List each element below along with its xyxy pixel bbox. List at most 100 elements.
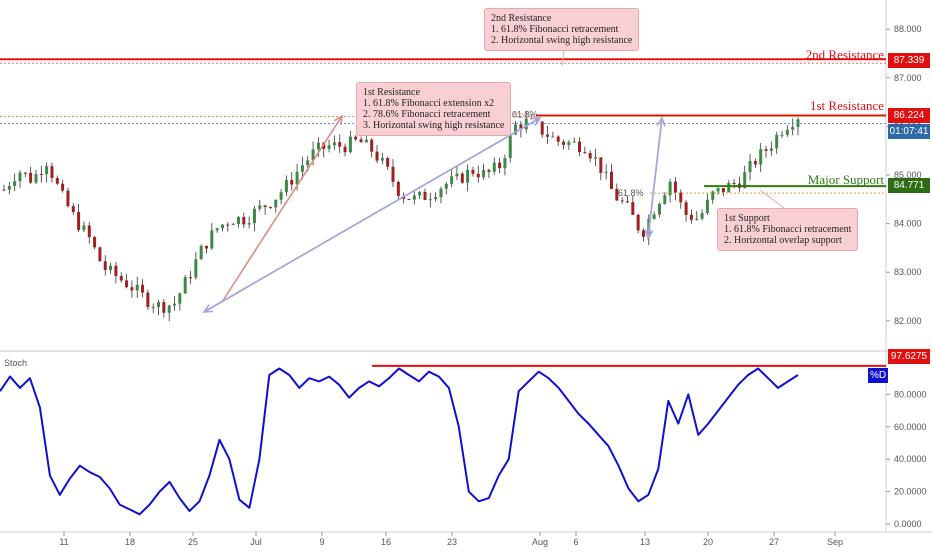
candle-body: [45, 166, 49, 175]
candle-body: [338, 142, 342, 147]
candle-body: [551, 136, 555, 138]
candle-body: [268, 207, 272, 209]
time-axis-tick-label: 25: [188, 537, 198, 547]
stoch-axis-tick-label: 60.0000: [894, 422, 927, 432]
candle-body: [247, 223, 251, 225]
candle-body: [732, 183, 736, 185]
candle-body: [311, 149, 315, 161]
candle-body: [173, 303, 177, 306]
candle-body: [652, 214, 656, 219]
candle-body: [109, 265, 113, 271]
callout-line: 1. 61.8% Fibonacci retracement: [491, 24, 619, 35]
candle-body: [641, 230, 645, 237]
candle-body: [508, 134, 512, 158]
first-support-callout: 1st Support 1. 61.8% Fibonacci retraceme…: [717, 208, 859, 251]
candle-body: [599, 157, 603, 173]
trend-arrow-head: [202, 304, 214, 313]
time-axis-tick-label: Sep: [827, 537, 843, 547]
candle-body: [466, 169, 470, 183]
major-support-label: Major Support: [807, 172, 884, 187]
candle-body: [61, 183, 65, 191]
candle-body: [476, 173, 480, 178]
candle-body: [785, 129, 789, 135]
trend-arrow: [647, 117, 663, 239]
candle-body: [13, 181, 17, 187]
stoch-axis-tick-label: 40.0000: [894, 454, 927, 464]
candle-body: [189, 277, 193, 279]
callout-line: 3. Horizontal swing high resistance: [363, 120, 505, 131]
candle-body: [77, 211, 81, 230]
candle-body: [503, 157, 507, 169]
candle-body: [359, 139, 363, 143]
candle-body: [34, 174, 38, 183]
candle-body: [775, 134, 779, 149]
stoch-d-line: [0, 367, 799, 516]
candle-body: [556, 136, 560, 142]
candle-body: [604, 171, 608, 173]
time-axis-tick-label: 27: [769, 537, 779, 547]
candle-body: [178, 293, 182, 304]
second-resistance-label: 2nd Resistance: [805, 47, 884, 62]
candle-body: [695, 218, 699, 220]
candle-body: [407, 198, 411, 200]
first-resistance-label: 1st Resistance: [809, 98, 884, 113]
candle-body: [716, 188, 720, 192]
first-resistance-price-tag: 86.224: [888, 108, 930, 123]
candle-body: [386, 158, 390, 167]
candle-body: [482, 169, 486, 178]
candle-body: [252, 208, 256, 224]
candle-body: [23, 172, 27, 174]
candle-body: [274, 199, 278, 208]
candle-body: [71, 206, 75, 212]
candle-body: [87, 225, 91, 238]
candle-body: [684, 202, 688, 215]
candle-body: [103, 261, 107, 271]
candle-body: [450, 176, 454, 184]
candle-body: [418, 191, 422, 196]
candle-body: [141, 284, 145, 293]
candle-body: [743, 172, 747, 188]
candle-body: [657, 203, 661, 215]
candle-body: [295, 171, 299, 185]
candle-body: [540, 121, 544, 135]
major-support-price-tag: 84.771: [888, 178, 930, 193]
callout-line: 2. Horizontal overlap support: [724, 235, 842, 246]
time-axis-tick-label: 23: [447, 537, 457, 547]
time-axis-tick-label: 18: [125, 537, 135, 547]
callout-line: 2. 78.6% Fibonacci retracement: [363, 109, 491, 120]
candle-body: [727, 183, 731, 193]
candle-body: [759, 149, 763, 165]
price-axis-tick-label: 83.000: [894, 267, 922, 277]
stoch-d-legend-tag: %D: [868, 368, 888, 383]
stoch-indicator-label: Stoch: [4, 358, 27, 368]
trend-arrow: [203, 117, 541, 313]
candle-body: [791, 126, 795, 130]
candle-body: [151, 306, 155, 308]
candle-body: [290, 179, 294, 185]
time-axis-tick-label: 9: [319, 537, 324, 547]
candle-body: [396, 181, 400, 196]
candle-body: [167, 305, 171, 313]
price-axis-tick-label: 87.000: [894, 73, 922, 83]
candle-body: [524, 118, 528, 130]
second-resistance-price-tag: 87.339: [888, 53, 930, 68]
price-axis-tick-label: 88.000: [894, 24, 922, 34]
candle-body: [636, 214, 640, 231]
candle-body: [146, 292, 150, 307]
candle-body: [615, 188, 619, 201]
candle-body: [423, 191, 427, 200]
candle-body: [748, 161, 752, 173]
candle-body: [380, 158, 384, 161]
candle-body: [460, 173, 464, 183]
candle-body: [125, 280, 129, 288]
candle-body: [226, 224, 230, 226]
stoch-level-price-tag: 97.6275: [888, 349, 930, 364]
candle-body: [210, 230, 214, 249]
candle-body: [236, 216, 240, 225]
candle-body: [204, 245, 208, 249]
callout-pointer: [759, 189, 785, 209]
candle-body: [119, 276, 123, 281]
candle-body: [434, 197, 438, 200]
